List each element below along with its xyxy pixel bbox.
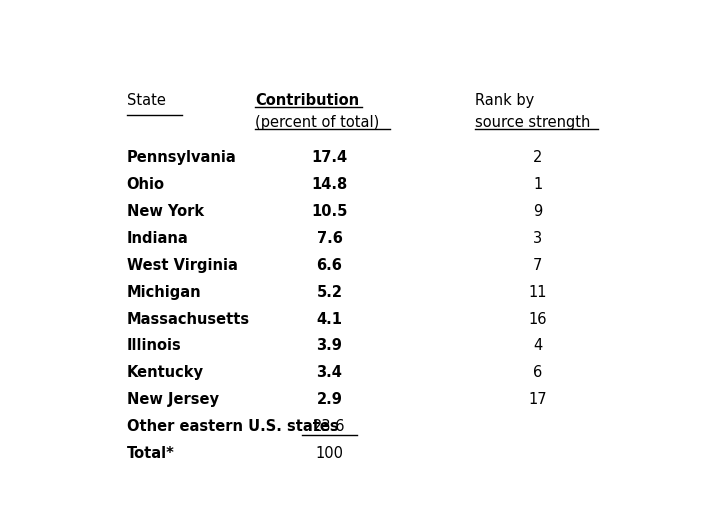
Text: 3.4: 3.4 [317, 365, 342, 380]
Text: 2.9: 2.9 [317, 392, 342, 407]
Text: 9: 9 [533, 204, 542, 219]
Text: State: State [127, 93, 165, 108]
Text: Rank by: Rank by [474, 93, 534, 108]
Text: Contribution: Contribution [255, 93, 360, 108]
Text: 1: 1 [533, 177, 542, 192]
Text: 23.6: 23.6 [313, 419, 346, 434]
Text: 3.9: 3.9 [317, 339, 342, 353]
Text: 4: 4 [533, 339, 542, 353]
Text: source strength: source strength [474, 115, 590, 130]
Text: 7: 7 [533, 258, 542, 273]
Text: 6.6: 6.6 [317, 258, 342, 273]
Text: West Virginia: West Virginia [127, 258, 238, 273]
Text: Illinois: Illinois [127, 339, 182, 353]
Text: Pennsylvania: Pennsylvania [127, 150, 236, 165]
Text: New Jersey: New Jersey [127, 392, 218, 407]
Text: Indiana: Indiana [127, 231, 189, 246]
Text: 11: 11 [528, 285, 547, 300]
Text: Kentucky: Kentucky [127, 365, 204, 380]
Text: Other eastern U.S. states: Other eastern U.S. states [127, 419, 339, 434]
Text: New York: New York [127, 204, 204, 219]
Text: (percent of total): (percent of total) [255, 115, 380, 130]
Text: Ohio: Ohio [127, 177, 165, 192]
Text: 100: 100 [315, 446, 344, 461]
Text: Total*: Total* [127, 446, 175, 461]
Text: 6: 6 [533, 365, 542, 380]
Text: 17: 17 [528, 392, 547, 407]
Text: 3: 3 [533, 231, 542, 246]
Text: 4.1: 4.1 [317, 311, 342, 327]
Text: 17.4: 17.4 [311, 150, 348, 165]
Text: 7.6: 7.6 [317, 231, 342, 246]
Text: 5.2: 5.2 [317, 285, 342, 300]
Text: 16: 16 [528, 311, 547, 327]
Text: 2: 2 [533, 150, 542, 165]
Text: 10.5: 10.5 [311, 204, 348, 219]
Text: Massachusetts: Massachusetts [127, 311, 250, 327]
Text: Michigan: Michigan [127, 285, 201, 300]
Text: 14.8: 14.8 [311, 177, 348, 192]
